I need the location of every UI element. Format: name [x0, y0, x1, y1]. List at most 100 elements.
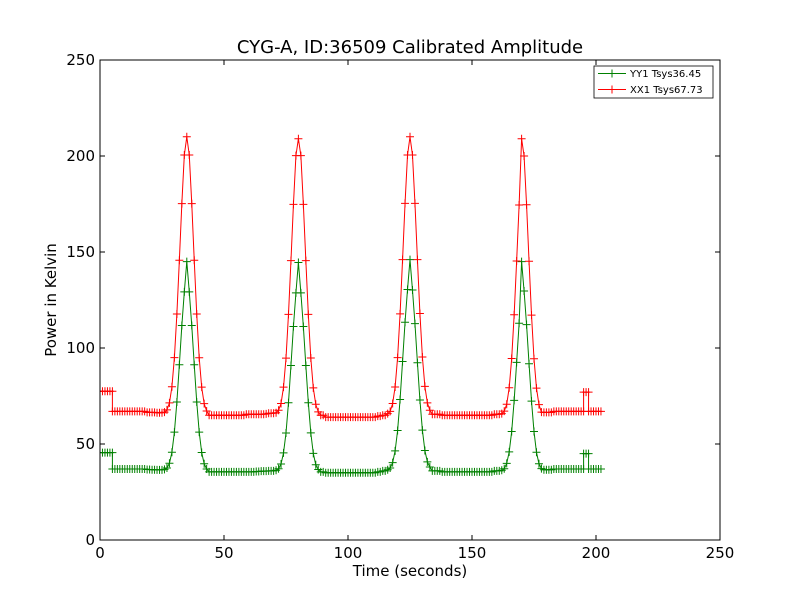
- data-point-marker: [520, 152, 529, 160]
- y-axis-label: Power in Kelvin: [42, 243, 60, 357]
- data-point-marker: [420, 382, 429, 391]
- data-point-marker: [309, 449, 318, 458]
- data-point-marker: [165, 398, 174, 407]
- data-point-marker: [172, 397, 181, 406]
- data-point-marker: [197, 448, 206, 457]
- data-point-marker: [165, 459, 174, 468]
- data-point-marker: [515, 319, 524, 328]
- data-point-marker: [525, 359, 534, 368]
- data-point-marker: [410, 319, 419, 328]
- legend-label-xx1: XX1 Tsys67.73: [630, 85, 703, 96]
- data-point-marker: [517, 134, 526, 143]
- data-point-marker: [162, 464, 171, 472]
- data-point-marker: [534, 459, 543, 468]
- data-point-marker: [202, 406, 211, 415]
- data-point-marker: [299, 322, 308, 331]
- data-point-marker: [520, 286, 529, 295]
- data-point-marker: [296, 151, 305, 160]
- data-point-marker: [413, 358, 422, 367]
- data-point-marker: [505, 447, 514, 456]
- data-point-marker: [304, 398, 313, 407]
- data-point-marker: [299, 200, 308, 209]
- data-point-marker: [187, 199, 196, 208]
- data-point-marker: [170, 353, 179, 362]
- data-point-marker: [413, 255, 422, 264]
- data-point-marker: [192, 397, 201, 406]
- data-point-marker: [175, 256, 184, 265]
- data-point-marker: [517, 257, 526, 266]
- data-point-marker: [190, 256, 199, 265]
- data-point-marker: [596, 464, 605, 473]
- data-point-marker: [512, 257, 521, 266]
- data-point-marker: [388, 399, 397, 408]
- data-point-marker: [190, 360, 199, 369]
- data-point-marker: [197, 383, 206, 392]
- data-point-marker: [284, 398, 293, 407]
- data-point-marker: [418, 426, 427, 435]
- data-point-marker: [296, 288, 305, 297]
- y-tick-label: 50: [76, 435, 95, 453]
- data-point-marker: [187, 321, 196, 330]
- data-point-marker: [391, 382, 400, 391]
- data-point-marker: [510, 310, 519, 319]
- data-point-marker: [311, 400, 320, 409]
- y-tick-label: 250: [66, 51, 95, 69]
- data-point-marker: [388, 458, 397, 467]
- data-point-marker: [410, 199, 419, 208]
- x-axis-label: Time (seconds): [352, 562, 468, 580]
- data-point-marker: [185, 151, 194, 160]
- data-point-marker: [393, 426, 402, 435]
- data-point-marker: [279, 383, 288, 392]
- x-tick-label: 250: [706, 544, 735, 562]
- data-point-marker: [406, 132, 414, 141]
- data-point-marker: [386, 407, 395, 416]
- x-tick-label: 150: [458, 544, 487, 562]
- data-point-marker: [195, 428, 204, 437]
- data-point-marker: [177, 199, 186, 208]
- data-point-marker: [408, 286, 417, 295]
- legend-box: [593, 65, 714, 99]
- data-point-marker: [304, 310, 313, 319]
- data-point-marker: [200, 399, 209, 408]
- y-tick-label: 150: [66, 243, 95, 261]
- series-layer: [100, 132, 605, 477]
- data-point-marker: [527, 311, 536, 320]
- data-point-marker: [500, 464, 509, 473]
- data-point-marker: [167, 382, 176, 391]
- data-point-marker: [522, 320, 531, 329]
- data-point-marker: [596, 407, 605, 416]
- data-point-marker: [177, 321, 186, 330]
- data-point-marker: [289, 200, 298, 209]
- data-point-marker: [185, 287, 194, 296]
- legend-label-yy1: YY1 Tsys36.45: [629, 69, 701, 80]
- data-point-marker: [522, 200, 531, 209]
- data-point-marker: [294, 258, 303, 267]
- y-tick-label: 200: [66, 147, 95, 165]
- data-point-marker: [423, 398, 432, 407]
- data-point-marker: [418, 353, 427, 362]
- data-point-marker: [162, 405, 171, 414]
- data-point-marker: [279, 448, 288, 457]
- data-point-marker: [182, 257, 191, 266]
- y-tick-label: 100: [66, 339, 95, 357]
- data-point-marker: [500, 407, 509, 416]
- data-point-marker: [289, 322, 298, 331]
- data-point-marker: [415, 309, 424, 318]
- legend: YY1 Tsys36.45 XX1 Tsys67.73: [593, 65, 714, 99]
- data-point-marker: [170, 428, 179, 437]
- data-point-marker: [515, 200, 524, 209]
- y-tick-label: 0: [85, 531, 95, 549]
- data-point-marker: [532, 448, 541, 457]
- data-point-marker: [507, 427, 516, 436]
- data-point-marker: [172, 310, 181, 319]
- data-point-marker: [182, 132, 191, 141]
- data-point-marker: [306, 353, 315, 362]
- data-point-marker: [398, 357, 407, 366]
- x-axis: 0 50 100 150 200 250: [95, 60, 734, 562]
- data-point-marker: [408, 151, 417, 160]
- data-point-marker: [401, 199, 410, 208]
- series-xx1: [100, 132, 605, 422]
- data-point-marker: [396, 309, 405, 318]
- data-point-marker: [301, 256, 310, 265]
- data-point-marker: [406, 255, 414, 264]
